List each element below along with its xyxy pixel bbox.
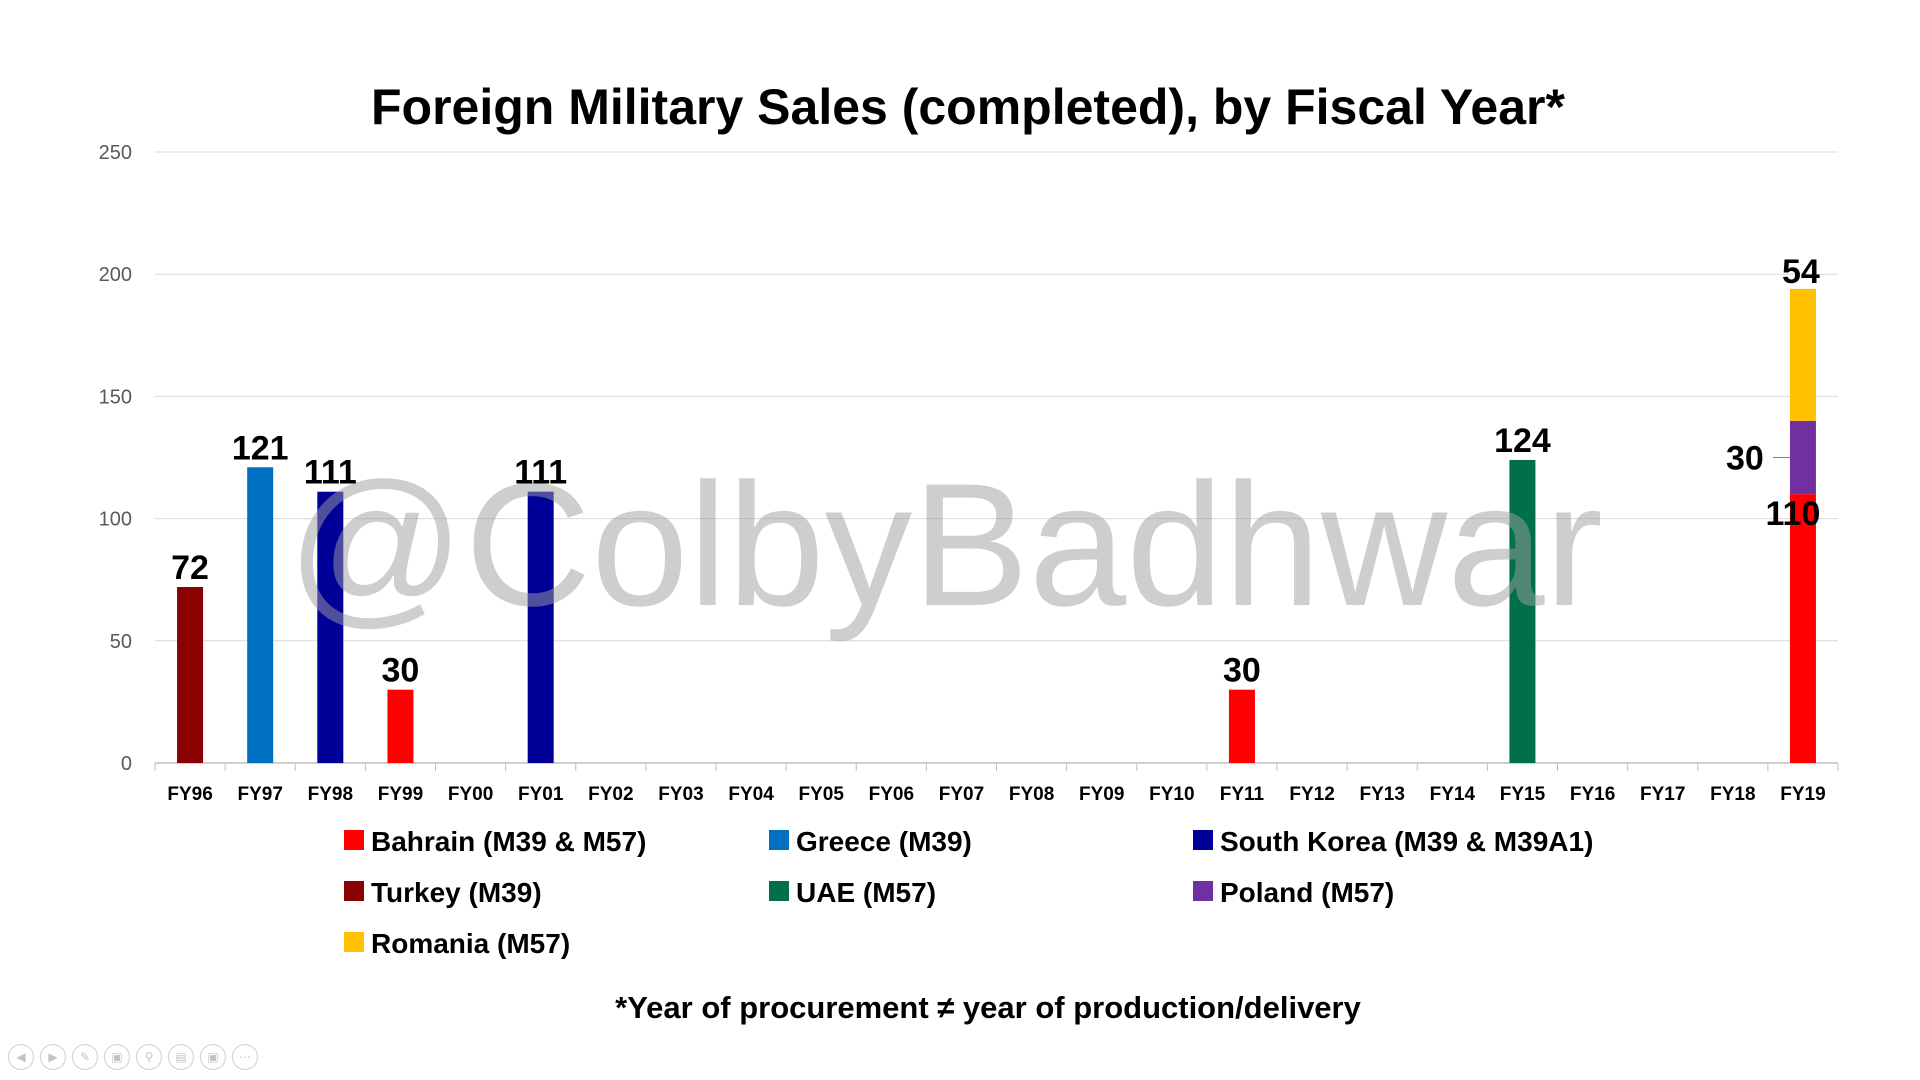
pen-icon[interactable]: ✎	[72, 1044, 98, 1070]
slides-icon[interactable]: ▣	[104, 1044, 130, 1070]
chart-title: Foreign Military Sales (completed), by F…	[371, 79, 1565, 135]
y-tick-label: 50	[110, 631, 132, 653]
x-tick-label: FY14	[1430, 784, 1476, 805]
next-icon[interactable]: ▶	[40, 1044, 66, 1070]
more-icon[interactable]: ⋯	[232, 1044, 258, 1070]
x-tick-label: FY13	[1359, 784, 1404, 805]
legend-item: Greece (M39)	[769, 826, 972, 857]
y-tick-label: 0	[121, 753, 132, 775]
data-label: 111	[304, 454, 357, 492]
y-axis: 0 50 100 150 200 250	[99, 142, 132, 775]
bars	[177, 288, 1816, 763]
x-axis: FY96 FY97 FY98 FY99 FY00 FY01 FY02 FY03 FY04 FY05…	[154, 763, 1839, 805]
legend-item: UAE (M57)	[769, 877, 936, 908]
data-label: 111	[514, 454, 567, 492]
x-tick-label: FY98	[308, 784, 353, 805]
x-tick-label: FY09	[1079, 784, 1124, 805]
legend-label: South Korea (M39 & M39A1)	[1220, 826, 1593, 857]
slideshow-nav: ◀ ▶ ✎ ▣ ⚲ ▤ ▣ ⋯	[8, 1044, 258, 1070]
bar	[1228, 689, 1255, 763]
x-tick-label: FY15	[1500, 784, 1546, 805]
data-label: 30	[1726, 440, 1764, 478]
prev-icon[interactable]: ◀	[8, 1044, 34, 1070]
legend-item: South Korea (M39 & M39A1)	[1193, 826, 1593, 857]
watermark: @ColbyBadhwar	[287, 448, 1603, 643]
x-tick-label: FY99	[378, 784, 423, 805]
x-tick-label: FY17	[1640, 784, 1685, 805]
x-tick-label: FY03	[658, 784, 703, 805]
legend-label: Turkey (M39)	[371, 877, 542, 908]
y-tick-label: 250	[99, 142, 132, 164]
data-label: 54	[1782, 253, 1820, 291]
legend-swatch	[1193, 881, 1213, 901]
legend-swatch	[344, 830, 364, 850]
bar	[527, 491, 554, 763]
camera-icon[interactable]: ▣	[200, 1044, 226, 1070]
x-tick-label: FY18	[1710, 784, 1755, 805]
data-label: 110	[1766, 495, 1821, 533]
bar	[387, 689, 414, 763]
footnote: *Year of procurement ≠ year of productio…	[615, 990, 1361, 1025]
y-tick-label: 200	[99, 264, 132, 286]
x-tick-label: FY12	[1289, 784, 1334, 805]
data-label: 30	[1223, 652, 1261, 690]
legend-label: Romania (M57)	[371, 928, 570, 959]
data-label: 30	[382, 652, 420, 690]
legend-label: UAE (M57)	[796, 877, 936, 908]
x-tick-label: FY08	[1009, 784, 1054, 805]
legend-item: Romania (M57)	[344, 928, 570, 959]
x-tick-label: FY05	[798, 784, 844, 805]
x-tick-label: FY04	[728, 784, 774, 805]
bar	[177, 587, 204, 763]
x-tick-label: FY19	[1780, 784, 1825, 805]
x-tick-label: FY96	[167, 784, 212, 805]
legend-swatch	[344, 881, 364, 901]
bar	[1509, 459, 1536, 763]
data-label: 121	[232, 429, 289, 467]
bar	[247, 467, 274, 763]
x-tick-label: FY10	[1149, 784, 1194, 805]
legend-label: Poland (M57)	[1220, 877, 1394, 908]
legend-swatch	[1193, 830, 1213, 850]
x-tick-label: FY00	[448, 784, 493, 805]
subtitles-icon[interactable]: ▤	[168, 1044, 194, 1070]
x-tick-label: FY02	[588, 784, 633, 805]
legend-swatch	[769, 881, 789, 901]
legend-swatch	[769, 830, 789, 850]
x-tick-label: FY07	[939, 784, 984, 805]
legend-label: Bahrain (M39 & M57)	[371, 826, 646, 857]
legend: Bahrain (M39 & M57) Greece (M39) South Kor…	[344, 826, 1593, 959]
x-tick-label: FY06	[869, 784, 914, 805]
data-label: 124	[1494, 422, 1551, 460]
x-tick-label: FY01	[518, 784, 564, 805]
bar	[1789, 420, 1816, 495]
legend-item: Turkey (M39)	[344, 877, 542, 908]
y-tick-label: 100	[99, 509, 132, 531]
bar	[1789, 288, 1816, 421]
x-tick-label: FY16	[1570, 784, 1615, 805]
data-label: 72	[171, 549, 209, 587]
bar	[317, 491, 344, 763]
bar	[1789, 494, 1816, 763]
y-tick-label: 150	[99, 386, 132, 408]
x-tick-label: FY97	[237, 784, 282, 805]
x-tick-label: FY11	[1220, 784, 1265, 805]
legend-item: Poland (M57)	[1193, 877, 1394, 908]
legend-item: Bahrain (M39 & M57)	[344, 826, 646, 857]
legend-swatch	[344, 932, 364, 952]
zoom-icon[interactable]: ⚲	[136, 1044, 162, 1070]
legend-label: Greece (M39)	[796, 826, 972, 857]
